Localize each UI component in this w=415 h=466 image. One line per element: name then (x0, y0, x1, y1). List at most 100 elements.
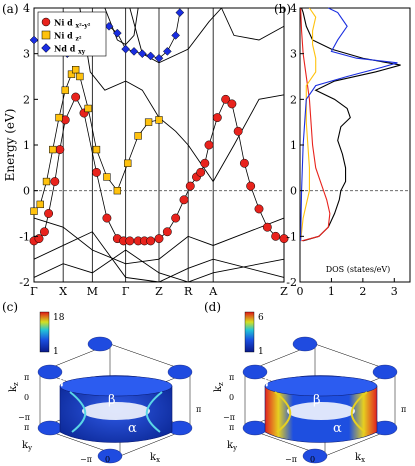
ni-dx2y2-marker (196, 167, 206, 177)
dos-y-tick-label: 4 (290, 2, 297, 15)
ni-dx2y2-marker (171, 213, 181, 223)
gamma-pocket (97, 448, 123, 464)
dos-frame (299, 7, 411, 283)
dos-curve-1 (300, 7, 331, 242)
ni-dz2-marker (124, 159, 132, 167)
surface-edge (350, 391, 368, 433)
background-band (221, 7, 285, 41)
ni-dx2y2-marker (185, 181, 195, 191)
ni-dx2y2-marker (154, 234, 164, 244)
dos-x-tick-label: 3 (391, 285, 398, 298)
y-tick-label: -2 (19, 276, 30, 289)
dos-y-tick-label: -2 (286, 276, 297, 289)
kpoint-label: Γ (30, 285, 38, 298)
ni-dx2y2-marker (221, 94, 231, 104)
surface-edge (69, 391, 87, 433)
kpoint-label: A (208, 285, 218, 298)
gamma-pocket (292, 336, 318, 352)
ni-dz2-marker (55, 113, 63, 122)
band-line-1 (33, 68, 160, 212)
ni-dx2y2-marker (227, 99, 237, 109)
surface-edge (145, 391, 163, 433)
gamma-pocket (37, 420, 63, 436)
colorbar-min: 1 (258, 347, 264, 357)
gamma-pocket (242, 364, 268, 380)
ni-dx2y2-marker (162, 227, 172, 237)
ni-dx2y2-marker (44, 209, 54, 218)
y-axis-label: Energy (eV) (3, 109, 17, 182)
kpoint-label: R (184, 285, 193, 298)
ni-dz2-marker (61, 86, 69, 94)
panel-b-label: (b) (274, 2, 292, 16)
background-band (129, 7, 222, 64)
nd-dxy-marker (162, 47, 172, 56)
dos-curve-0 (301, 7, 401, 242)
ni-dx2y2-marker (233, 126, 243, 136)
ni-dz2-marker (155, 116, 163, 124)
nd-dxy-marker (29, 35, 39, 45)
kz-axis-label: kz (8, 382, 20, 392)
ni-dx2y2-marker (146, 236, 156, 246)
kx-tick-pi: π (401, 405, 406, 414)
ni-dx2y2-marker (212, 113, 222, 123)
alpha-label: α (128, 421, 137, 436)
kx-tick-mpi: −π (285, 455, 297, 464)
kz-tick-pi: π (24, 373, 29, 382)
gamma-pocket (242, 420, 268, 436)
beta-label: β (108, 393, 116, 408)
ni-dx2y2-marker (254, 204, 264, 214)
dos-curve-3 (300, 7, 398, 241)
ni-dz2-marker (134, 132, 142, 140)
ni-dx2y2-marker (34, 234, 44, 244)
ni-dz2-marker (84, 104, 92, 113)
background-band (33, 231, 285, 283)
band-line-0 (33, 96, 285, 242)
ni-dx2y2-marker (50, 177, 60, 186)
ni-dx2y2-marker (71, 92, 81, 102)
nd-dxy-marker (175, 8, 185, 17)
kz-axis-label: kz (213, 382, 225, 392)
ni-dx2y2-marker (102, 213, 112, 223)
dos-plot: -2 -1 0 1 2 3 4 0 1 2 3 DOS (states/eV) (286, 2, 411, 298)
surface-hole (82, 402, 150, 420)
ni-dx2y2-marker (200, 158, 210, 168)
ni-dz2-marker (67, 70, 76, 78)
nd-dxy-marker (146, 51, 156, 61)
colorbar (39, 311, 50, 353)
kz-tick-mpi: −π (223, 413, 235, 422)
legend-marker (41, 17, 51, 27)
kpoint-label: Z (155, 285, 163, 298)
dos-x-tick-label: 0 (297, 285, 304, 298)
kx-axis-label: kx (355, 452, 365, 464)
nd-dxy-marker (104, 21, 114, 31)
y-tick-label: 1 (23, 139, 30, 152)
surface-top (59, 375, 173, 397)
alpha-label: α (333, 421, 342, 436)
dos-y-tick-label: 0 (290, 185, 297, 198)
ni-dz2-marker (42, 177, 51, 186)
dos-x-axis-label: DOS (states/eV) (326, 265, 391, 274)
colorbar-max: 18 (53, 313, 65, 323)
ni-dx2y2-marker (39, 227, 49, 237)
ni-dx2y2-marker (271, 231, 281, 241)
colorbar (244, 311, 255, 353)
nd-dxy-marker (154, 53, 164, 63)
nd-dxy-marker (121, 44, 131, 54)
background-band (33, 249, 285, 283)
gamma-pocket (302, 448, 328, 464)
dos-y-tick-label: -1 (286, 230, 297, 243)
ni-dx2y2-marker (279, 234, 289, 244)
kx-axis-label: kx (150, 452, 160, 464)
ky-tick-pi: π (229, 423, 234, 432)
kpoint-label: M (87, 285, 98, 298)
kpoint-label: Γ (122, 285, 130, 298)
nd-dxy-marker (112, 28, 122, 38)
background-band (79, 7, 285, 183)
colorbar-max: 6 (258, 313, 264, 323)
legend-marker (41, 30, 51, 40)
kz-tick-zero: 0 (229, 393, 234, 402)
ni-dx2y2-marker (246, 181, 256, 191)
